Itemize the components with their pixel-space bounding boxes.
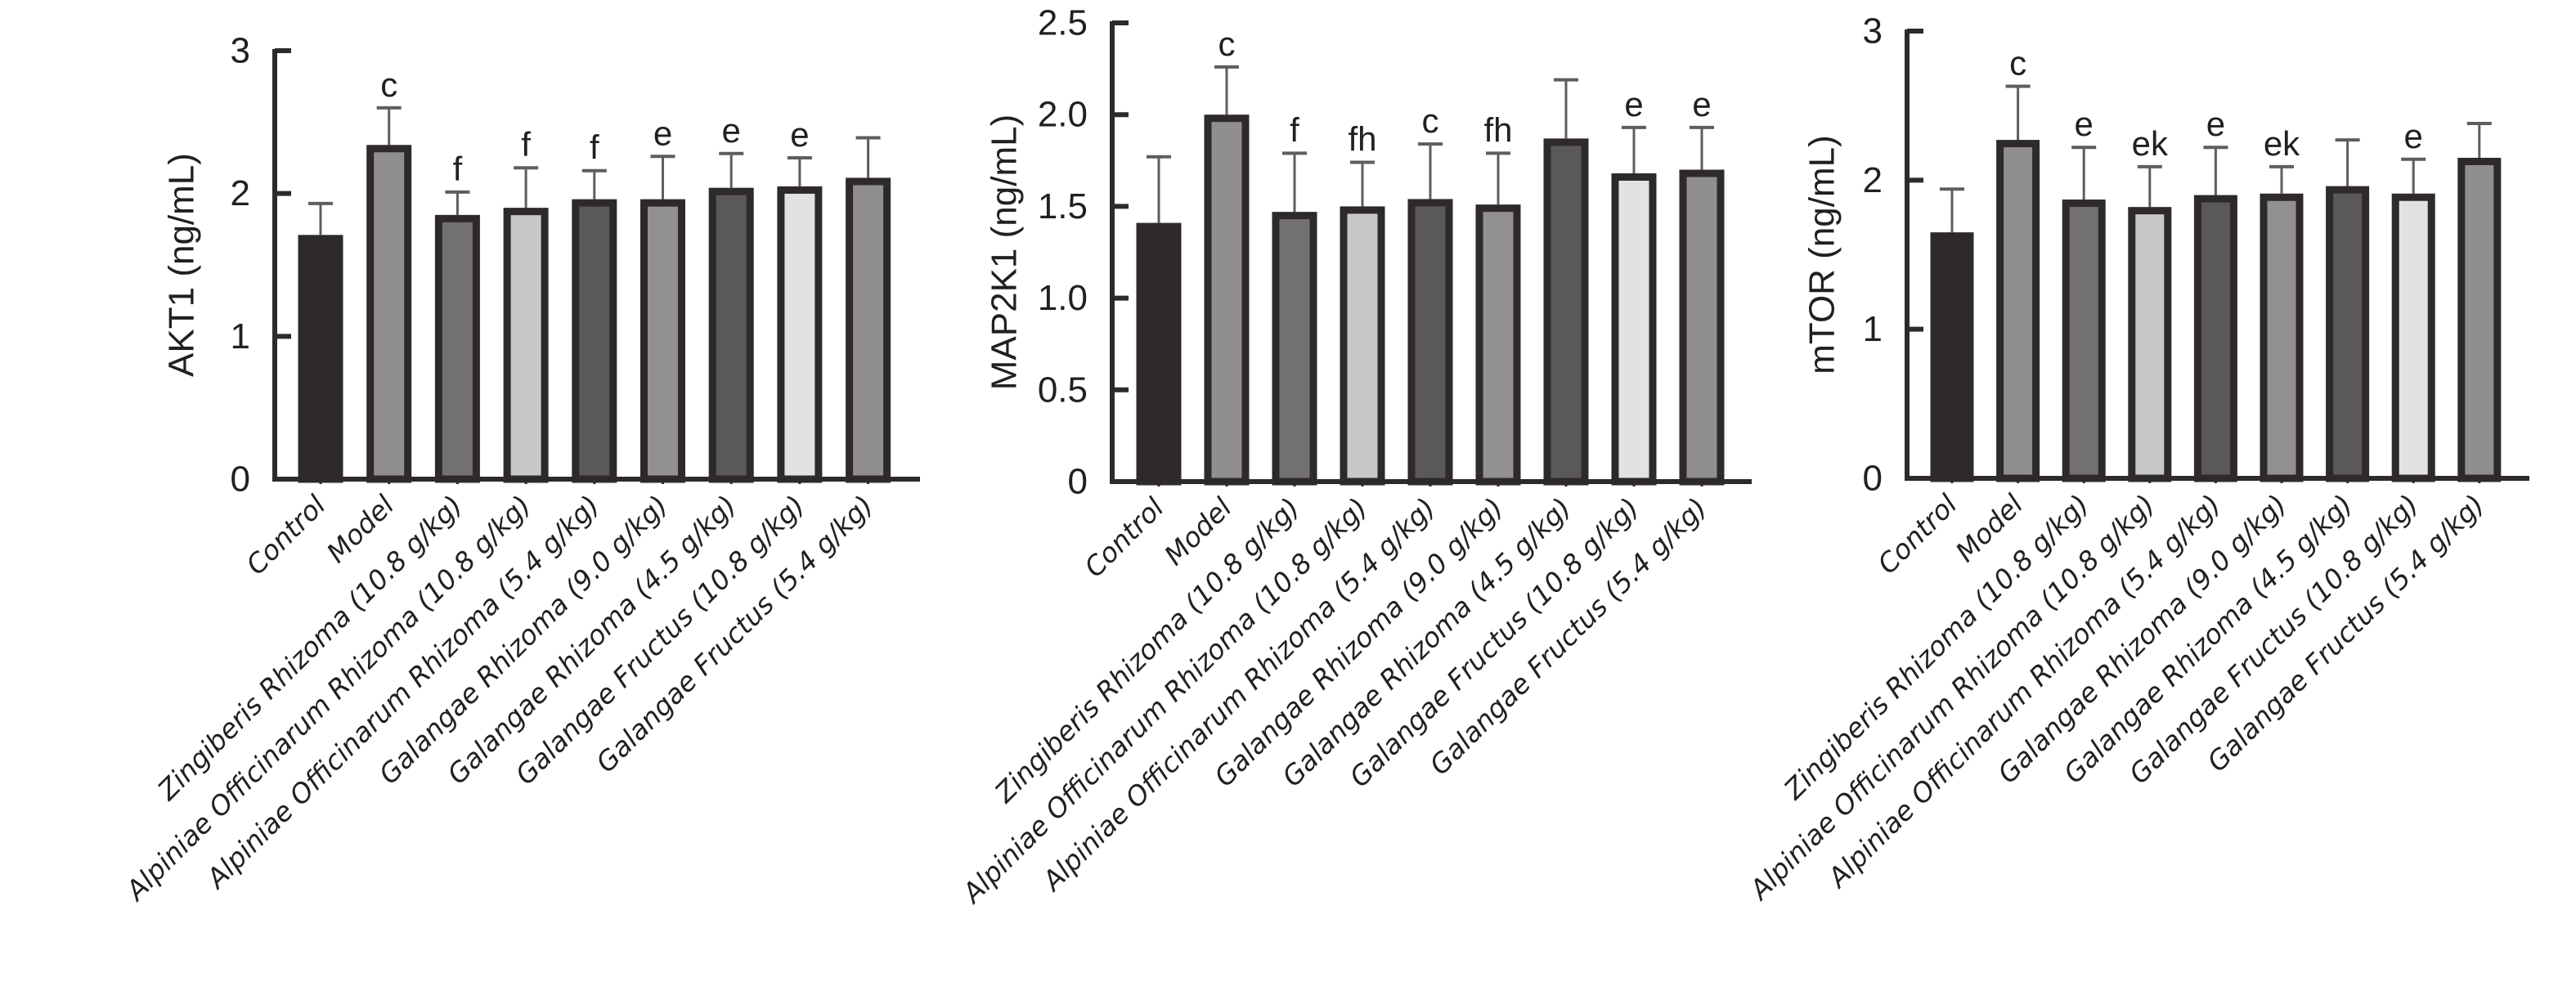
significance-label: c <box>1422 101 1439 140</box>
bar-control <box>1930 232 1974 482</box>
bar-galangae-fructus-10-8-g-kg <box>1611 173 1657 486</box>
significance-label: f <box>521 125 531 164</box>
significance-label: e <box>790 115 809 154</box>
significance-label: c <box>1218 25 1236 63</box>
y-tick-label: 2.0 <box>1038 95 1088 135</box>
significance-label: e <box>2075 105 2094 143</box>
bar-galangae-fructus-10-8-g-kg <box>2391 193 2435 482</box>
y-tick-label: 1 <box>231 316 250 357</box>
bar-alpiniae-officinarum-rhizoma-10-8-g-kg <box>503 208 549 483</box>
x-tick-label: Control <box>240 489 331 581</box>
bar-model <box>366 145 412 483</box>
bar-galangae-fructus-5-4-g-kg <box>1679 169 1725 486</box>
significance-label: f <box>590 128 599 167</box>
bar-control <box>1136 222 1182 486</box>
significance-label: c <box>2009 43 2026 82</box>
y-axis-title: mTOR (ng/mL) <box>1802 135 1842 374</box>
significance-label: f <box>1290 110 1299 149</box>
significance-label: fh <box>1483 110 1512 149</box>
significance-label: e <box>2206 105 2225 143</box>
x-tick-label: Control <box>1871 488 1963 580</box>
bar-galangae-fructus-5-4-g-kg <box>846 177 891 483</box>
significance-label: f <box>453 150 463 188</box>
bar-galangae-rhizoma-9-0-g-kg <box>640 199 685 483</box>
significance-label: e <box>722 111 741 150</box>
bar-galangae-fructus-5-4-g-kg <box>2457 157 2502 482</box>
bar-zingiberis-rhizoma-10-8-g-kg <box>1272 212 1317 486</box>
bar-alpiniae-officinarum-rhizoma-5-4-g-kg <box>1407 199 1453 486</box>
bar-zingiberis-rhizoma-10-8-g-kg <box>2062 200 2106 482</box>
y-tick-label: 0 <box>1068 462 1088 502</box>
bar-model <box>1204 114 1250 486</box>
bar-alpiniae-officinarum-rhizoma-5-4-g-kg <box>2193 195 2237 482</box>
x-tick-label: Control <box>1078 491 1169 583</box>
bar-galangae-rhizoma-9-0-g-kg <box>2260 193 2304 482</box>
bar-alpiniae-officinarum-rhizoma-10-8-g-kg <box>1340 206 1385 486</box>
y-tick-label: 2 <box>1863 160 1883 200</box>
bar-galangae-rhizoma-4-5-g-kg <box>708 187 754 483</box>
bar-galangae-fructus-10-8-g-kg <box>777 186 823 483</box>
bar-model <box>1996 140 2040 482</box>
y-tick-label: 1 <box>1863 309 1883 349</box>
y-tick-label: 0.5 <box>1038 370 1088 410</box>
y-tick-label: 1.5 <box>1038 186 1088 226</box>
significance-label: ek <box>2264 124 2300 163</box>
significance-label: e <box>1692 85 1711 123</box>
y-axis-title: MAP2K1 (ng/mL) <box>985 114 1025 390</box>
y-tick-label: 2 <box>231 173 250 213</box>
significance-label: fh <box>1348 120 1376 159</box>
significance-label: ek <box>2132 124 2169 163</box>
significance-label: e <box>1624 85 1643 123</box>
significance-label: c <box>380 65 397 104</box>
y-tick-label: 0 <box>1863 459 1883 499</box>
bar-alpiniae-officinarum-rhizoma-5-4-g-kg <box>572 199 617 483</box>
y-tick-label: 2.5 <box>1038 3 1088 43</box>
bar-galangae-rhizoma-4-5-g-kg <box>2326 186 2370 482</box>
bar-galangae-rhizoma-9-0-g-kg <box>1475 204 1521 486</box>
bar-control <box>298 235 343 483</box>
y-tick-label: 0 <box>231 460 250 500</box>
y-tick-label: 1.0 <box>1038 278 1088 318</box>
y-tick-label: 3 <box>231 31 250 71</box>
bar-zingiberis-rhizoma-10-8-g-kg <box>434 214 480 483</box>
significance-label: e <box>2404 117 2423 155</box>
significance-label: e <box>653 114 672 152</box>
bar-galangae-rhizoma-4-5-g-kg <box>1543 138 1589 486</box>
y-axis-title: AKT1 (ng/mL) <box>162 153 202 377</box>
y-tick-label: 3 <box>1863 11 1883 52</box>
bar-alpiniae-officinarum-rhizoma-10-8-g-kg <box>2128 207 2172 482</box>
